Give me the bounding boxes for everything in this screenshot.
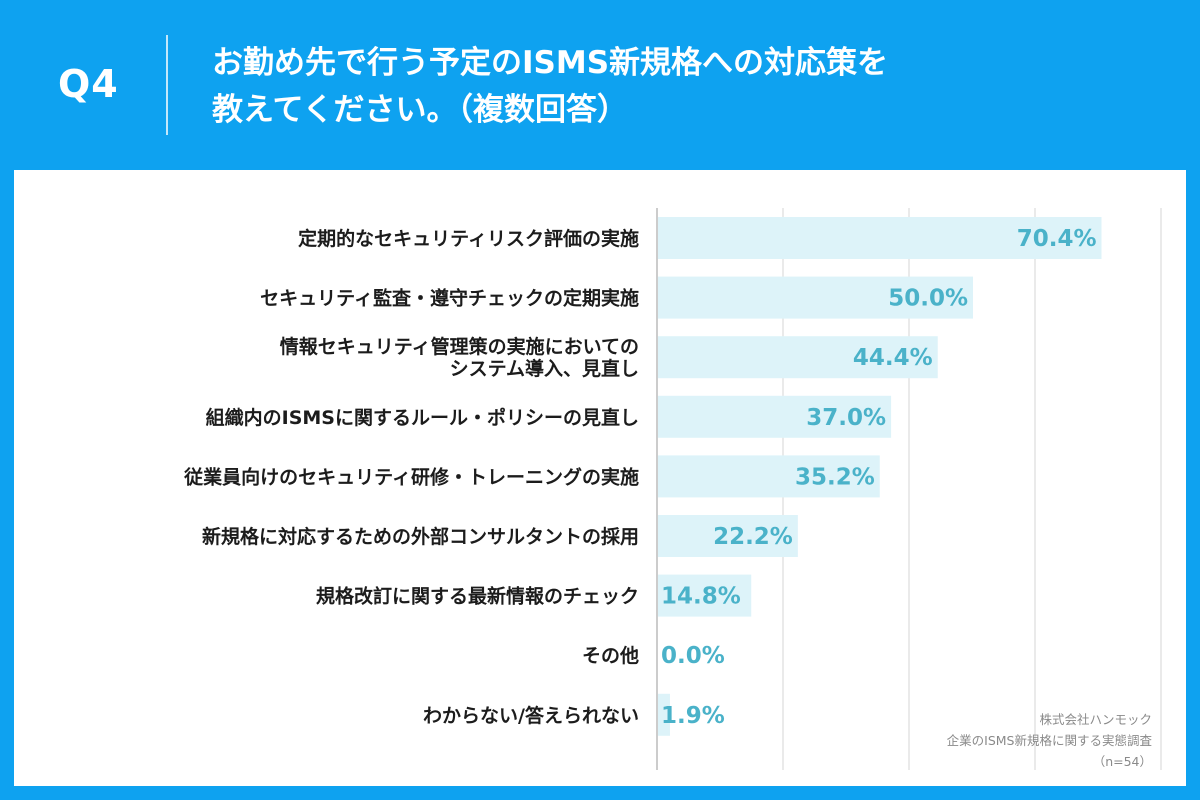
value-label: 14.8% <box>661 584 741 610</box>
question-title-line-2: 教えてください。（複数回答） <box>212 92 629 128</box>
category-label: 新規格に対応するための外部コンサルタントの採用 <box>202 525 639 548</box>
chart-bar <box>658 217 1102 259</box>
chart-bar <box>658 276 973 319</box>
category-label: その他 <box>582 644 639 667</box>
source-sample-size: （n=54） <box>1092 754 1152 769</box>
category-label: 情報セキュリティ管理策の実施においての <box>280 335 639 358</box>
question-title-line-1: お勤め先で行う予定のISMS新規格への対応策を <box>212 45 889 81</box>
value-label: 0.0% <box>661 643 725 669</box>
chart-bar <box>658 395 892 438</box>
question-number: Q4 <box>58 62 119 106</box>
chart-bar <box>658 574 752 617</box>
category-label: セキュリティ監査・遵守チェックの定期実施 <box>260 287 639 310</box>
question-header: Q4 お勤め先で行う予定のISMS新規格への対応策を 教えてください。（複数回答… <box>0 0 1200 170</box>
value-label: 44.4% <box>853 345 933 371</box>
value-label: 22.2% <box>713 524 793 550</box>
category-label: 組織内のISMSに関するルール・ポリシーの見直し <box>206 406 639 429</box>
category-label: システム導入、見直し <box>450 357 639 380</box>
source-survey: 企業のISMS新規格に関する実態調査 <box>946 733 1152 748</box>
chart-panel: 定期的なセキュリティリスク評価の実施 70.4% セキュリティ監査・遵守チェックの定… <box>14 170 1186 786</box>
category-label: わからない/答えられない <box>423 704 639 727</box>
category-label: 規格改訂に関する最新情報のチェック <box>316 585 639 608</box>
question-title: お勤め先で行う予定のISMS新規格への対応策を 教えてください。（複数回答） <box>212 40 1172 134</box>
category-label: 従業員向けのセキュリティ研修・トレーニングの実施 <box>183 465 639 488</box>
source-note: 株式会社ハンモック 企業のISMS新規格に関する実態調査 （n=54） <box>947 709 1152 772</box>
header-divider <box>166 35 168 135</box>
chart-bar <box>658 455 880 498</box>
chart-bar <box>658 515 798 557</box>
value-label: 50.0% <box>888 286 968 312</box>
chart-bar <box>658 336 938 379</box>
bar-chart: 定期的なセキュリティリスク評価の実施 70.4% セキュリティ監査・遵守チェックの定… <box>183 208 1162 770</box>
source-company: 株式会社ハンモック <box>1039 712 1152 727</box>
value-label: 1.9% <box>661 703 725 729</box>
category-label: 定期的なセキュリティリスク評価の実施 <box>298 227 639 250</box>
value-label: 35.2% <box>795 464 875 490</box>
value-label: 37.0% <box>806 405 886 431</box>
chart-bar <box>658 693 670 736</box>
value-label: 70.4% <box>1017 226 1097 252</box>
